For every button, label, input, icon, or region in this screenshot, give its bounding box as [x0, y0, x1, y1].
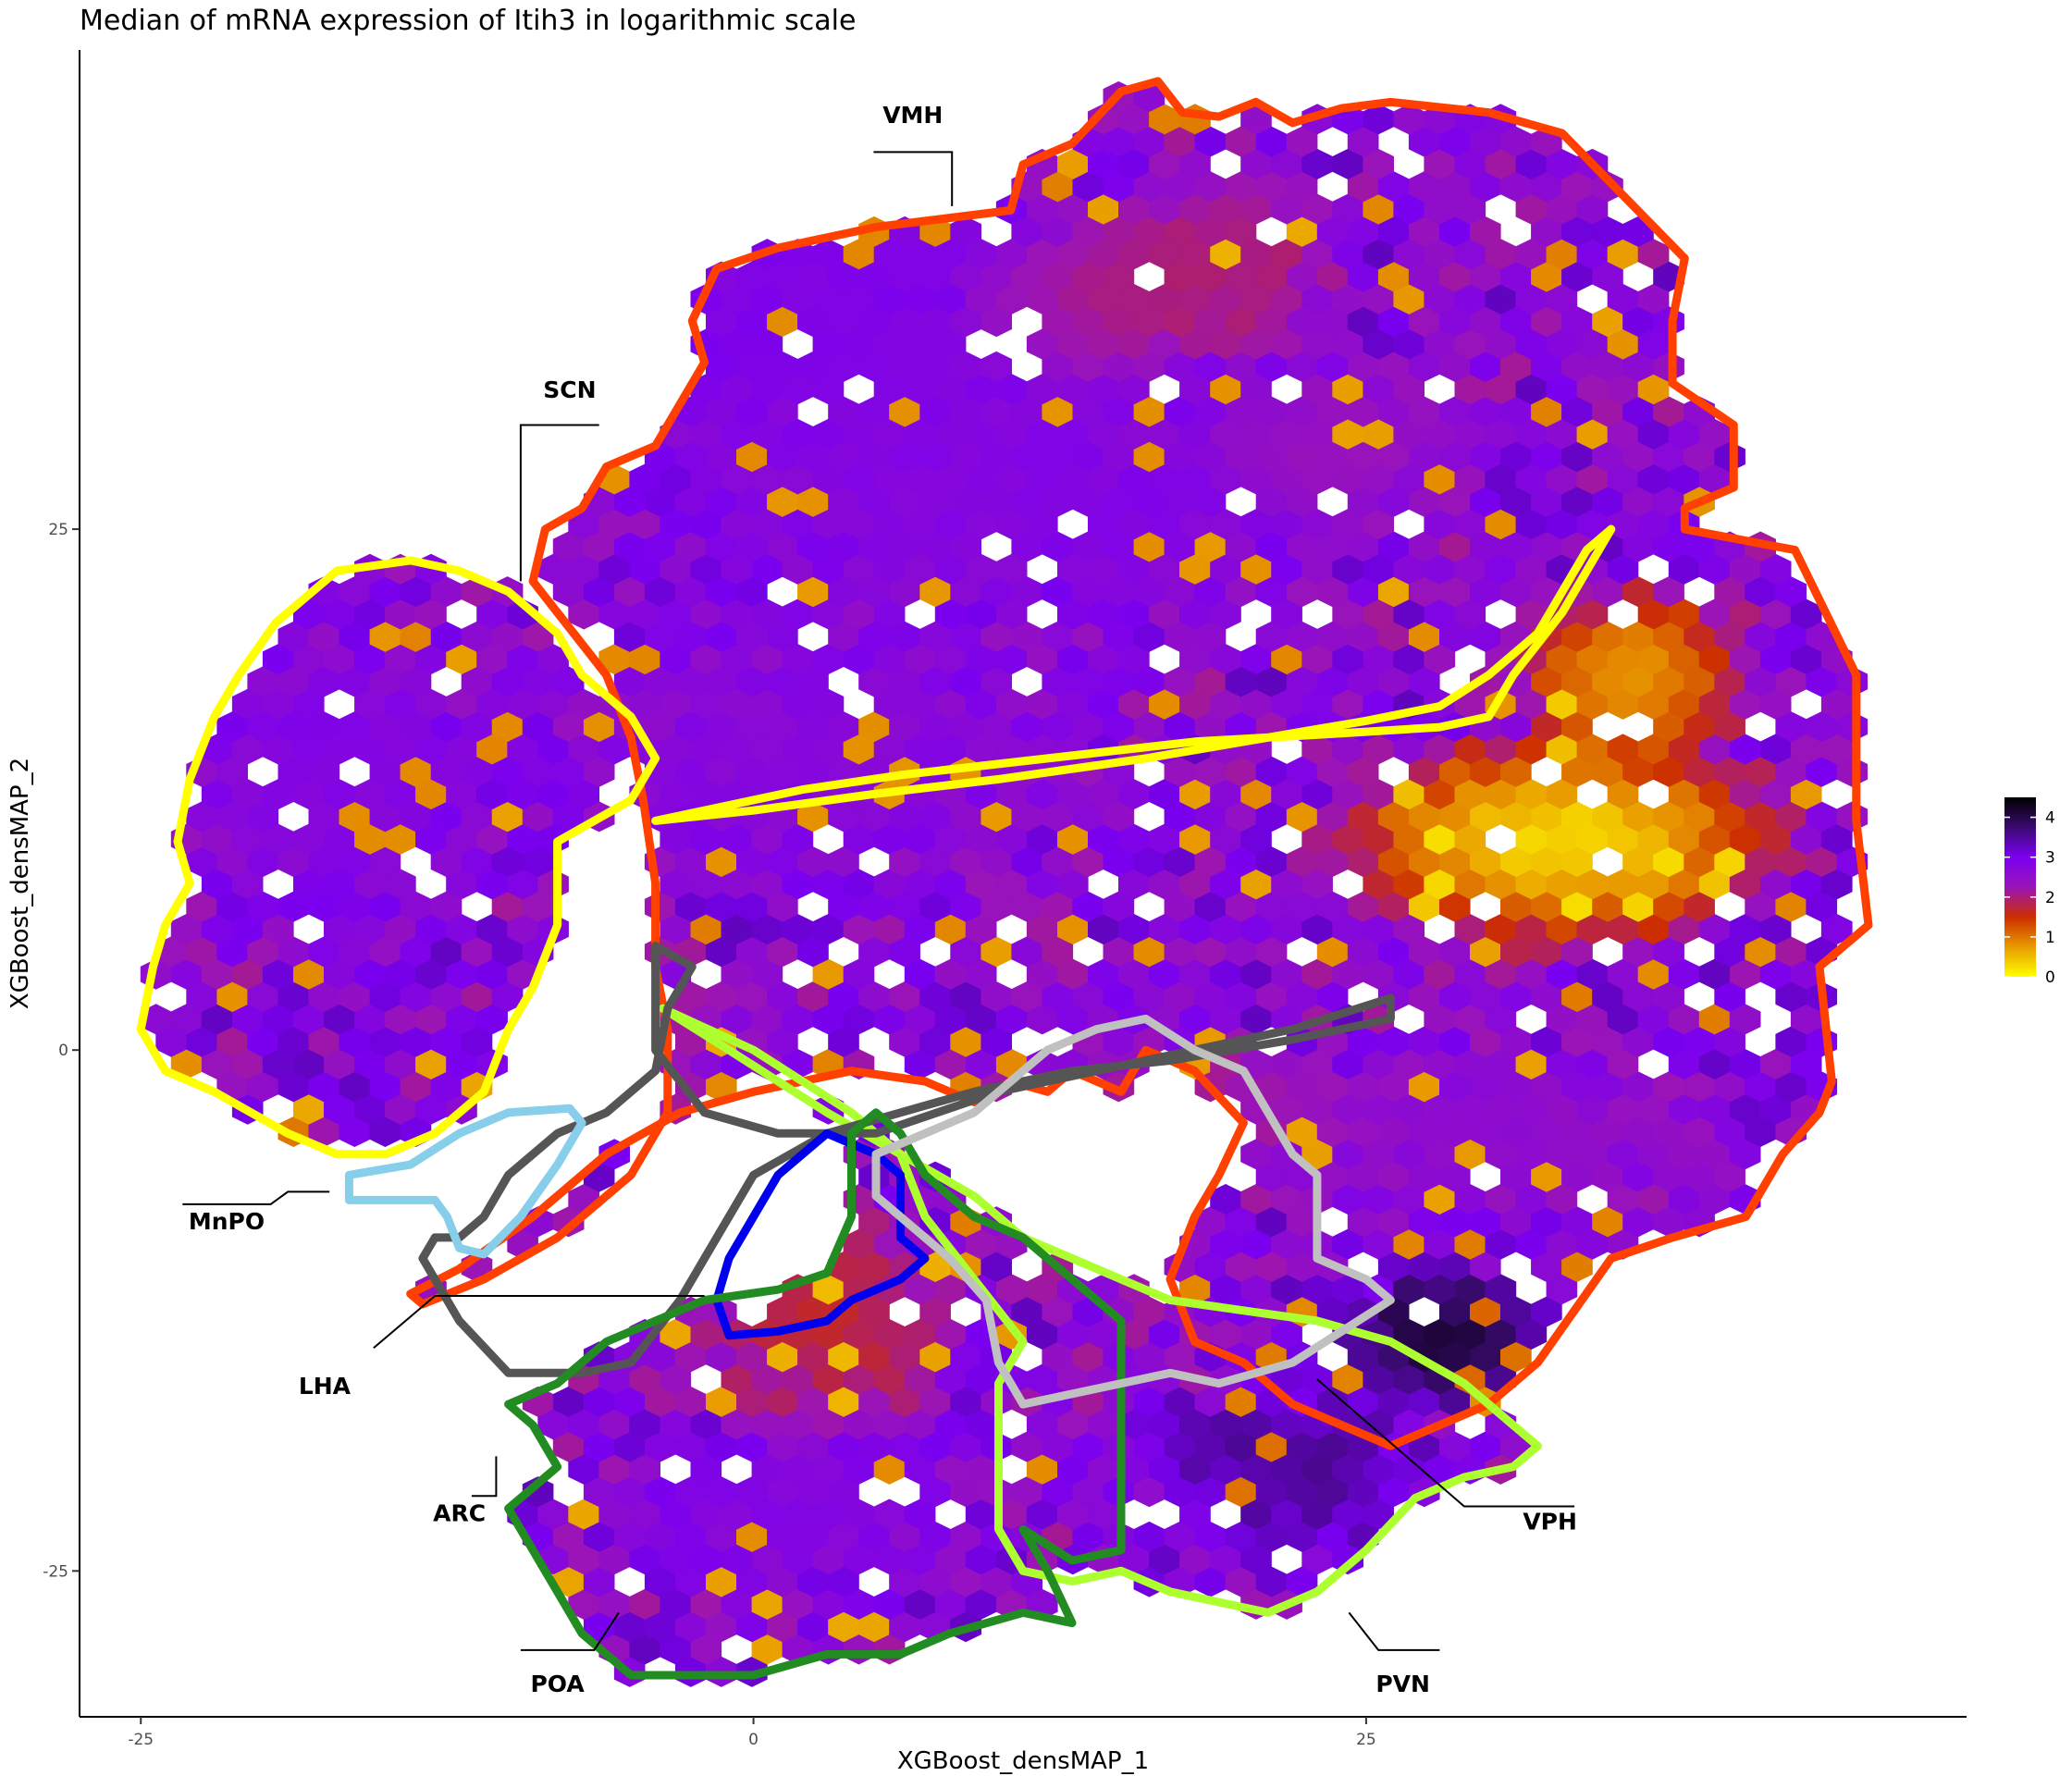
region-label-arc: ARC: [433, 1499, 486, 1526]
legend-tick-label: 0: [2045, 968, 2055, 987]
region-outlines: [136, 77, 1873, 1680]
chart-title: Median of mRNA expression of Itih3 in lo…: [80, 5, 856, 37]
plot-area: VMH SCN PVN LHA MnPO ARC POA VPH: [136, 77, 1873, 1697]
region-outline-pvn: [659, 1004, 1542, 1617]
region-label-vph: VPH: [1523, 1508, 1577, 1535]
region-label-pvn: PVN: [1375, 1671, 1430, 1697]
y-tick-label: -25: [43, 1562, 68, 1581]
leader-line-vmh: [873, 151, 954, 206]
y-tick-label: 0: [58, 1042, 68, 1060]
leader-line-pvn: [1348, 1611, 1440, 1651]
x-tick-label: 0: [748, 1731, 758, 1749]
legend-tick-label: 2: [2045, 889, 2055, 907]
y-axis-ticks: -25 0 25: [43, 521, 80, 1581]
hexbin-layer: [140, 80, 1868, 1687]
hex-bin: [980, 351, 1012, 382]
region-outline-scn: [136, 556, 660, 1159]
region-outline-lha: [418, 942, 1395, 1377]
region-outline-arc: [712, 1128, 930, 1340]
x-axis-ticks: -25 0 25: [128, 1717, 1376, 1749]
region-label-mnpo: MnPO: [189, 1208, 265, 1235]
x-tick-label: 25: [1356, 1731, 1376, 1749]
leader-line-scn: [519, 424, 599, 582]
region-labels: VMH SCN PVN LHA MnPO ARC POA VPH: [182, 102, 1577, 1697]
y-tick-label: 25: [48, 521, 68, 539]
region-outline-mnpo: [344, 1104, 586, 1259]
leader-line-arc: [471, 1456, 498, 1498]
hex-bin: [522, 1476, 554, 1508]
x-axis-title: XGBoost_densMAP_1: [897, 1747, 1149, 1775]
legend-tick-label: 4: [2045, 809, 2055, 828]
legend-tick-label: 1: [2045, 929, 2055, 947]
region-label-lha: LHA: [299, 1373, 352, 1400]
leader-line-vph: [1316, 1378, 1575, 1508]
leader-line-lha: [373, 1295, 705, 1350]
region-label-poa: POA: [530, 1671, 585, 1697]
legend-tick-label: 3: [2045, 849, 2055, 868]
region-label-scn: SCN: [543, 376, 596, 403]
hex-bin: [950, 216, 981, 247]
region-outline-poa: [504, 1108, 1126, 1680]
region-outline-scn-inner: [651, 524, 1616, 825]
x-tick-label: -25: [128, 1731, 154, 1749]
leader-line-mnpo: [182, 1190, 330, 1205]
leader-line-poa: [520, 1611, 620, 1651]
color-legend: 0 1 2 3 4: [2004, 797, 2055, 987]
region-label-vmh: VMH: [882, 102, 943, 129]
legend-colorbar: [2004, 797, 2036, 977]
region-outline-vph: [871, 1014, 1395, 1409]
y-axis-title: XGBoost_densMAP_2: [6, 758, 34, 1009]
legend-ticks: 0 1 2 3 4: [2004, 809, 2055, 987]
